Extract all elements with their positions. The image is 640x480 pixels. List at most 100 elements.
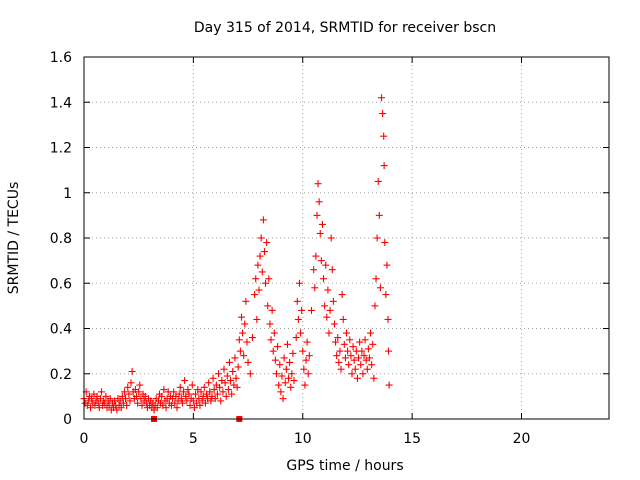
data-point [367, 329, 375, 337]
data-point [358, 347, 366, 355]
x-tick-label: 20 [513, 431, 531, 447]
data-point [328, 266, 336, 274]
data-point [252, 275, 260, 283]
data-point [162, 404, 170, 412]
data-point [263, 239, 271, 247]
data-point [228, 390, 236, 398]
data-point [229, 367, 237, 375]
data-point [265, 275, 273, 283]
data-point [337, 365, 345, 373]
data-point [269, 347, 277, 355]
data-point [380, 162, 388, 170]
data-point [241, 320, 249, 328]
data-point [248, 334, 256, 342]
data-point [383, 261, 391, 269]
data-point [293, 297, 301, 305]
data-point [289, 349, 297, 357]
data-point [326, 306, 334, 314]
grid-lines [84, 57, 609, 419]
data-point [113, 406, 121, 414]
data-point [232, 374, 240, 382]
data-point [318, 220, 326, 228]
data-point [236, 347, 244, 355]
data-point [380, 132, 388, 140]
data-point [332, 338, 340, 346]
data-point [372, 275, 380, 283]
data-point [271, 356, 279, 364]
data-point [361, 336, 369, 344]
data-point [102, 392, 110, 400]
data-point [347, 352, 355, 360]
data-point [235, 336, 243, 344]
data-point [355, 354, 363, 362]
data-point [286, 358, 294, 366]
data-point [153, 404, 161, 412]
data-point [87, 404, 95, 412]
y-tick-label: 0.4 [50, 322, 72, 338]
data-point [345, 361, 353, 369]
data-point [382, 291, 390, 299]
data-point [297, 329, 305, 337]
y-tick-label: 1 [63, 186, 72, 202]
data-point [365, 354, 373, 362]
data-point [375, 211, 383, 219]
data-point [186, 401, 194, 409]
data-point [283, 340, 291, 348]
data-point [231, 354, 239, 362]
data-point [196, 401, 204, 409]
data-point [158, 392, 166, 400]
data-point [378, 94, 385, 102]
data-point [385, 381, 393, 389]
data-point [295, 279, 303, 287]
data-point [322, 261, 330, 269]
data-point [267, 336, 275, 344]
data-point [124, 383, 132, 391]
data-point [209, 374, 217, 382]
data-point [176, 383, 184, 391]
data-point [268, 306, 276, 314]
data-point [381, 239, 389, 247]
data-point [349, 343, 357, 351]
data-point [363, 365, 371, 373]
data-point [266, 320, 274, 328]
data-point [88, 395, 96, 403]
y-axis-label: SRMTID / TECUs [6, 182, 22, 295]
data-point [98, 388, 105, 396]
data-point [314, 180, 322, 188]
data-point [299, 347, 307, 355]
data-point [290, 377, 298, 385]
data-point [125, 390, 133, 398]
data-point [227, 377, 235, 385]
data-points [80, 94, 393, 414]
data-point [351, 365, 359, 373]
data-point [313, 211, 321, 219]
data-point [276, 361, 284, 369]
data-point [207, 397, 215, 405]
data-point [246, 370, 254, 378]
data-point [324, 286, 332, 294]
x-tick-label: 0 [80, 431, 89, 447]
data-point [210, 386, 218, 394]
data-point [184, 386, 192, 394]
data-point [254, 261, 262, 269]
data-point [316, 229, 324, 237]
data-point [211, 395, 219, 403]
data-point [356, 338, 364, 346]
data-point [94, 399, 102, 407]
data-point [170, 388, 178, 396]
data-point [177, 395, 185, 403]
data-point [251, 291, 259, 299]
data-point [180, 388, 188, 396]
data-point [308, 306, 315, 314]
data-point [221, 379, 229, 387]
data-point [181, 377, 189, 385]
data-point [117, 404, 125, 412]
data-point [275, 381, 283, 389]
data-point [323, 313, 331, 321]
data-point [369, 340, 377, 348]
data-point [223, 372, 231, 380]
data-point [357, 361, 365, 369]
data-point [280, 354, 288, 362]
data-point [238, 313, 245, 321]
data-point [359, 370, 367, 378]
